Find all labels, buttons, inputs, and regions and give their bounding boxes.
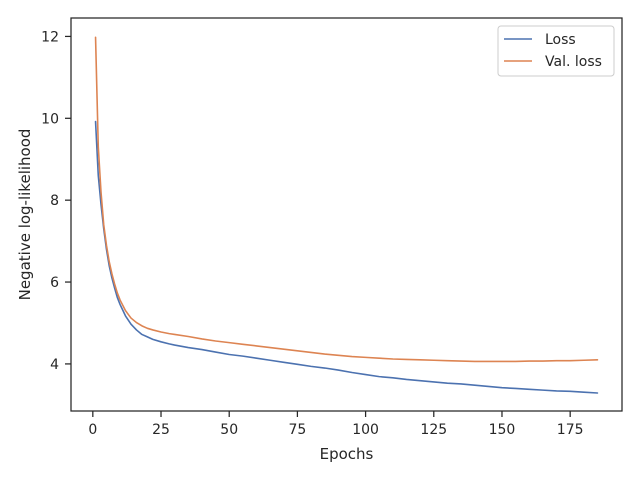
x-tick-label: 100: [352, 422, 379, 438]
x-tick-label: 50: [220, 422, 238, 438]
series-line-loss: [94, 120, 599, 394]
y-axis-label: Negative log-likelihood: [16, 129, 34, 301]
x-tick-label: 125: [420, 422, 447, 438]
x-tick-label: 0: [88, 422, 97, 438]
legend: Loss Val. loss: [497, 25, 615, 77]
x-tick-label: 175: [557, 422, 584, 438]
legend-label-val-loss: Val. loss: [545, 54, 602, 70]
y-tick-label: 8: [50, 193, 59, 209]
y-axis-ticks: 4 6 8 10 12: [41, 29, 71, 373]
x-axis-label: Epochs: [320, 445, 374, 463]
y-tick-label: 10: [41, 111, 59, 127]
y-tick-label: 12: [41, 29, 59, 45]
x-tick-label: 75: [288, 422, 306, 438]
legend-label-loss: Loss: [545, 32, 576, 48]
series-line-val-loss: [94, 36, 599, 363]
x-tick-label: 150: [489, 422, 516, 438]
x-axis-ticks: 0 25 50 75 100 125 150 175: [88, 411, 584, 438]
plot-lines: [94, 36, 599, 394]
x-tick-label: 25: [152, 422, 170, 438]
y-tick-label: 6: [50, 275, 59, 291]
axes-frame: [70, 17, 623, 412]
y-tick-label: 4: [50, 357, 59, 373]
